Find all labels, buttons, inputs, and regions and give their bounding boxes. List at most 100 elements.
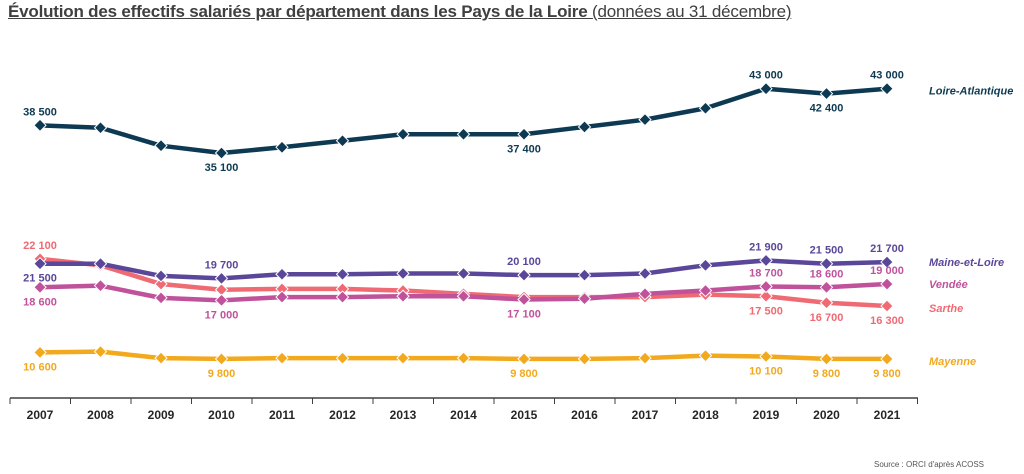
x-tick-label: 2018	[692, 408, 719, 422]
data-label: 10 100	[749, 365, 783, 377]
data-point	[577, 352, 592, 366]
data-label: 17 000	[205, 309, 239, 321]
data-label: 43 000	[870, 70, 904, 82]
data-point	[93, 344, 108, 359]
data-point	[880, 299, 894, 313]
series-label: Loire-Atlantique	[929, 86, 1013, 98]
data-point	[154, 291, 168, 305]
series-line	[37, 86, 890, 156]
series-label: Maine-et-Loire	[929, 257, 1004, 269]
data-point	[517, 127, 531, 141]
data-point	[819, 86, 834, 101]
data-label: 21 900	[749, 241, 783, 253]
data-point	[456, 289, 471, 303]
x-tick-label: 2021	[874, 408, 901, 422]
data-point	[759, 289, 773, 303]
series-loire-atlantique	[33, 81, 894, 160]
data-point	[214, 293, 229, 308]
x-tick-label: 2007	[27, 408, 54, 422]
x-tick-label: 2010	[208, 408, 235, 422]
data-point	[214, 146, 229, 160]
chart-title-main: Évolution des effectifs salariés par dép…	[8, 2, 588, 21]
data-point	[819, 256, 834, 271]
x-tick-label: 2012	[329, 408, 356, 422]
data-point	[214, 271, 229, 286]
data-point	[638, 287, 652, 301]
data-point	[577, 268, 592, 282]
data-label: 18 600	[810, 268, 844, 280]
series-label: Vendée	[929, 279, 968, 291]
series-mayenne	[33, 344, 894, 366]
series-vendee	[33, 277, 894, 308]
data-point	[577, 291, 592, 306]
data-label: 19 700	[205, 259, 239, 271]
series-layer	[33, 81, 894, 366]
data-label: 17 500	[749, 305, 783, 317]
data-point	[33, 345, 47, 360]
data-label: 38 500	[23, 106, 57, 118]
data-point	[698, 258, 713, 273]
data-point	[698, 283, 713, 298]
data-point	[275, 267, 289, 281]
data-point	[456, 351, 471, 365]
data-point	[759, 253, 773, 268]
data-label: 9 800	[873, 368, 901, 380]
data-label: 19 000	[870, 265, 904, 277]
data-label: 43 000	[749, 70, 783, 82]
data-point	[154, 351, 168, 365]
data-point	[456, 127, 471, 141]
data-point	[93, 256, 108, 271]
data-point	[517, 352, 531, 366]
data-label: 18 700	[749, 267, 783, 279]
data-point	[577, 120, 592, 134]
data-label: 16 300	[870, 315, 904, 327]
x-tick-label: 2014	[450, 408, 477, 422]
chart-title: Évolution des effectifs salariés par dép…	[8, 2, 792, 22]
source-note: Source : ORCI d'après ACOSS	[873, 460, 984, 469]
data-point	[214, 352, 229, 366]
data-point	[638, 112, 652, 127]
data-point	[638, 351, 652, 365]
data-label: 21 500	[810, 245, 844, 257]
data-label: 42 400	[810, 103, 844, 115]
data-point	[759, 279, 773, 294]
chart-title-sub: (données au 31 décembre)	[587, 2, 792, 21]
x-tick-label: 2016	[571, 408, 598, 422]
data-point	[396, 351, 410, 365]
data-point	[759, 349, 773, 364]
data-point	[819, 280, 834, 295]
data-point	[154, 138, 168, 153]
data-point	[396, 266, 410, 281]
data-point	[93, 121, 108, 135]
data-point	[33, 118, 47, 133]
data-label: 21 500	[23, 273, 57, 285]
data-point	[335, 351, 350, 365]
data-label: 9 800	[510, 368, 538, 380]
data-label: 22 100	[23, 240, 57, 252]
data-label: 9 800	[208, 368, 236, 380]
data-label: 10 600	[23, 361, 57, 373]
data-point	[880, 277, 894, 291]
data-point	[638, 266, 652, 281]
data-point	[396, 289, 410, 303]
x-tick-label: 2019	[753, 408, 780, 422]
data-label: 20 100	[507, 256, 541, 268]
data-point	[93, 278, 108, 293]
data-labels: Mayenne 10 600 9 800 9 800 10 100 9 800 9 800 S…	[23, 70, 1013, 380]
data-label: 16 700	[810, 312, 844, 324]
data-point	[154, 277, 168, 291]
data-label: 21 700	[870, 243, 904, 255]
data-point	[335, 267, 350, 281]
data-point	[335, 134, 350, 148]
data-label: 37 400	[507, 143, 541, 155]
data-point	[517, 292, 531, 307]
x-tick-label: 2009	[148, 408, 175, 422]
series-maine-et-loire	[33, 253, 894, 286]
data-label: 17 100	[507, 309, 541, 321]
data-point	[880, 81, 894, 96]
data-label: 9 800	[813, 368, 841, 380]
data-point	[698, 348, 713, 363]
x-tick-label: 2013	[390, 408, 417, 422]
data-point	[880, 352, 894, 366]
